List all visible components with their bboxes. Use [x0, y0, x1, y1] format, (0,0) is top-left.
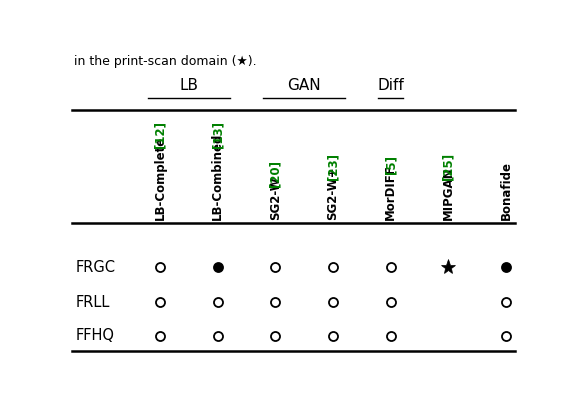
Text: [25]: [25]: [442, 153, 455, 181]
Text: SG2-W: SG2-W: [269, 176, 282, 220]
Text: MIPGAN: MIPGAN: [442, 166, 455, 220]
Text: [23]: [23]: [327, 154, 340, 181]
Text: LB-Combined: LB-Combined: [211, 132, 224, 220]
Text: LB: LB: [180, 78, 198, 93]
Text: GAN: GAN: [287, 78, 321, 93]
Text: Diff: Diff: [378, 78, 404, 93]
Text: [12]: [12]: [154, 121, 166, 148]
Text: [20]: [20]: [269, 160, 282, 187]
Text: LB-Complete: LB-Complete: [154, 135, 166, 220]
Text: Bonafide: Bonafide: [499, 161, 513, 220]
Text: MorDIFF: MorDIFF: [384, 164, 397, 220]
Text: [5]: [5]: [384, 155, 397, 174]
Text: [13]: [13]: [211, 121, 224, 148]
Text: FFHQ: FFHQ: [76, 328, 115, 343]
Text: FRLL: FRLL: [76, 295, 110, 310]
Text: FRGC: FRGC: [76, 259, 116, 274]
Text: in the print-scan domain (★).: in the print-scan domain (★).: [74, 55, 256, 68]
Text: SG2-W+: SG2-W+: [327, 166, 340, 220]
